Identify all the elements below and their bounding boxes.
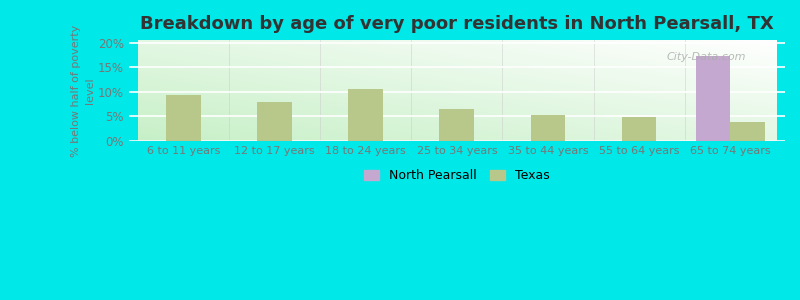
Bar	[530, 115, 566, 141]
Bar	[348, 89, 383, 141]
Bar	[622, 117, 657, 141]
Bar	[730, 122, 765, 141]
Legend: North Pearsall, Texas: North Pearsall, Texas	[359, 164, 554, 188]
Bar	[166, 95, 201, 141]
Bar	[257, 102, 292, 141]
Bar	[696, 56, 730, 141]
Title: Breakdown by age of very poor residents in North Pearsall, TX: Breakdown by age of very poor residents …	[140, 15, 774, 33]
Bar	[439, 109, 474, 141]
Text: City-Data.com: City-Data.com	[667, 52, 746, 62]
Y-axis label: % below half of poverty
level: % below half of poverty level	[71, 25, 95, 157]
